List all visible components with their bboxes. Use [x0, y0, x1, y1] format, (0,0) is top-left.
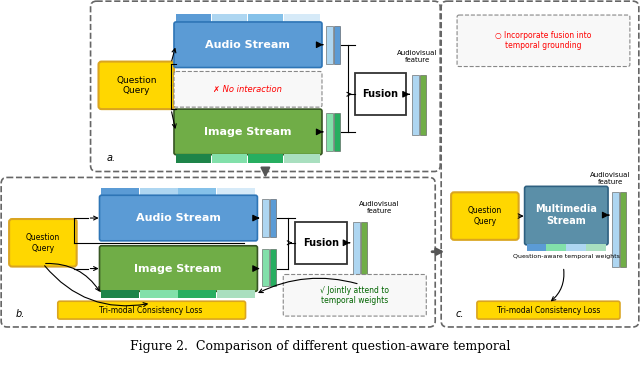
Text: Audio Stream: Audio Stream: [205, 40, 290, 50]
Text: Image Stream: Image Stream: [204, 127, 291, 137]
Text: Audiovisual
feature: Audiovisual feature: [397, 50, 438, 63]
Bar: [612, 192, 619, 266]
Text: Question
Query: Question Query: [116, 76, 157, 95]
Text: Figure 2.  Comparison of different question-aware temporal: Figure 2. Comparison of different questi…: [130, 340, 510, 353]
Bar: [102, 188, 140, 196]
Bar: [176, 14, 211, 23]
Bar: [620, 192, 626, 266]
Bar: [262, 199, 269, 237]
Text: Tri-modal Consistency Loss: Tri-modal Consistency Loss: [99, 306, 203, 315]
FancyBboxPatch shape: [457, 15, 630, 67]
Bar: [566, 244, 586, 251]
Text: Multimedia
Stream: Multimedia Stream: [536, 204, 597, 226]
FancyBboxPatch shape: [9, 219, 77, 266]
Bar: [361, 222, 367, 281]
FancyBboxPatch shape: [99, 195, 257, 241]
Bar: [248, 154, 284, 163]
Bar: [334, 113, 340, 151]
Text: a.: a.: [106, 153, 116, 163]
Text: Fusion: Fusion: [303, 238, 339, 248]
Text: ✗ No interaction: ✗ No interaction: [213, 85, 282, 94]
FancyBboxPatch shape: [174, 71, 322, 107]
Bar: [412, 75, 419, 135]
Bar: [212, 14, 248, 23]
Bar: [212, 154, 248, 163]
Bar: [140, 290, 178, 298]
Bar: [295, 222, 347, 264]
FancyBboxPatch shape: [174, 109, 322, 155]
Text: Audio Stream: Audio Stream: [136, 213, 220, 223]
FancyBboxPatch shape: [525, 186, 608, 245]
Bar: [102, 290, 140, 298]
Bar: [270, 199, 276, 237]
Bar: [248, 14, 284, 23]
FancyBboxPatch shape: [99, 246, 257, 291]
Bar: [353, 222, 360, 281]
FancyBboxPatch shape: [99, 61, 174, 109]
FancyBboxPatch shape: [451, 192, 518, 240]
Bar: [586, 244, 605, 251]
FancyBboxPatch shape: [58, 301, 246, 319]
Bar: [527, 244, 546, 251]
Bar: [176, 154, 211, 163]
Text: Tri-modal Consistency Loss: Tri-modal Consistency Loss: [497, 306, 600, 315]
Bar: [326, 26, 333, 64]
Bar: [284, 14, 319, 23]
Text: Audiovisual
feature: Audiovisual feature: [360, 201, 400, 214]
FancyBboxPatch shape: [477, 301, 620, 319]
Bar: [326, 113, 333, 151]
FancyBboxPatch shape: [174, 22, 322, 67]
Bar: [179, 188, 216, 196]
Text: ○ Incorporate fusion into
temporal grounding: ○ Incorporate fusion into temporal groun…: [495, 31, 591, 51]
Text: Image Stream: Image Stream: [134, 264, 221, 273]
Bar: [217, 188, 255, 196]
Text: Question
Query: Question Query: [468, 206, 502, 226]
Text: Audiovisual
feature: Audiovisual feature: [590, 172, 630, 185]
Bar: [334, 26, 340, 64]
Bar: [547, 244, 566, 251]
Text: b.: b.: [16, 309, 26, 319]
Bar: [140, 188, 178, 196]
Bar: [262, 249, 269, 286]
Bar: [270, 249, 276, 286]
Text: Fusion: Fusion: [363, 89, 399, 99]
Bar: [355, 74, 406, 115]
Text: √ Jointly attend to
temporal weights: √ Jointly attend to temporal weights: [320, 285, 389, 305]
Text: Question-aware temporal weights: Question-aware temporal weights: [513, 254, 620, 259]
FancyBboxPatch shape: [284, 274, 426, 316]
Bar: [179, 290, 216, 298]
Bar: [420, 75, 426, 135]
Text: c.: c.: [455, 309, 463, 319]
Text: Question
Query: Question Query: [26, 233, 60, 253]
Bar: [217, 290, 255, 298]
Bar: [284, 154, 319, 163]
